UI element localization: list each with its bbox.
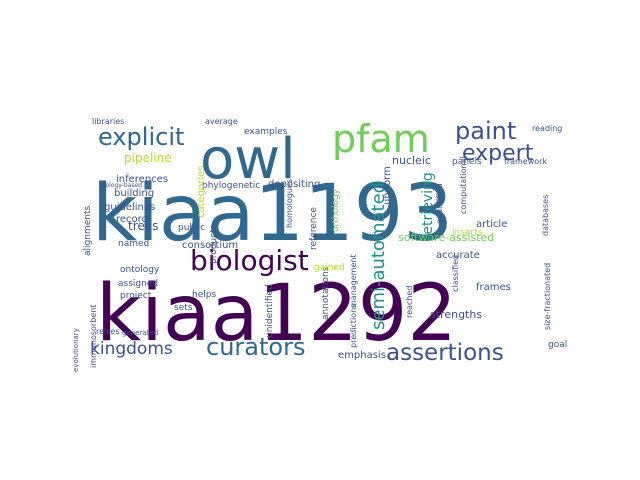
- word-article: article: [476, 219, 507, 230]
- word-classified: classified: [451, 255, 460, 292]
- word-homologues: homologues: [285, 179, 294, 228]
- word-goal: goal: [548, 340, 567, 350]
- word-consortium: consortium: [182, 240, 238, 251]
- word-phylogenetic: phylogenetic: [202, 181, 260, 191]
- word-databases: databases: [541, 195, 550, 236]
- word-paint: paint: [455, 117, 516, 145]
- word-kingdoms: kingdoms: [90, 339, 173, 359]
- word-depositing: depositing: [268, 179, 320, 190]
- word-reached: reached: [405, 286, 414, 318]
- word-emphasis: emphasis: [338, 350, 386, 361]
- word-kiaa1292: kiaa1292: [96, 269, 457, 359]
- word-explicit: explicit: [98, 123, 184, 151]
- word-expert: expert: [462, 141, 534, 166]
- word-biologist: biologist: [190, 244, 309, 277]
- word-computational: computational: [459, 156, 468, 214]
- word-reading: reading: [532, 124, 562, 133]
- word-biology-based: biology-based: [100, 182, 142, 189]
- word-curators: curators: [206, 333, 305, 361]
- word-libraries: libraries: [92, 117, 124, 126]
- word-management: management: [349, 254, 358, 308]
- word-inserts: inserts: [452, 228, 483, 238]
- word-semi-automated: semi-automated: [368, 182, 389, 330]
- word-record: record: [116, 214, 148, 225]
- word-accurate: accurate: [436, 250, 480, 261]
- word-gained: gained: [314, 263, 345, 273]
- word-average: average: [205, 117, 238, 126]
- word-ontology: ontology: [120, 265, 160, 275]
- word-software-assisted: software-assisted: [398, 231, 494, 244]
- word-reference: reference: [309, 207, 319, 250]
- word-size-fractionated: size-fractionated: [543, 263, 552, 330]
- word-assigned: assigned: [118, 279, 158, 289]
- word-project: project: [120, 291, 152, 301]
- word-retrieving: retrieving: [420, 172, 436, 240]
- word-categories: categories: [196, 166, 207, 218]
- word-pfam: pfam: [332, 117, 430, 161]
- word-evolutionary: evolutionary: [72, 328, 80, 372]
- word-framework: framework: [504, 157, 547, 166]
- word-immunosorbent: immunosorbent: [89, 305, 98, 368]
- word-kiaa1193: kiaa1193: [92, 169, 453, 259]
- word-products: products: [209, 224, 219, 264]
- word-sets: sets: [174, 303, 193, 313]
- word-alignments: alignments: [83, 206, 93, 256]
- word-predictions: predictions: [349, 304, 358, 348]
- word-strengths: strengths: [430, 308, 482, 321]
- word-building: building: [114, 188, 154, 199]
- word-named: named: [118, 239, 149, 249]
- word-frames: frames: [476, 282, 511, 293]
- word-owl: owl: [200, 127, 296, 192]
- word-nucleic: nucleic: [392, 154, 431, 167]
- word-inferences: inferences: [116, 174, 168, 185]
- word-trees: trees: [128, 219, 158, 233]
- word-uniform: uniform: [382, 166, 393, 205]
- word-guidelines: guidelines: [104, 202, 155, 213]
- word-public: public: [178, 223, 205, 233]
- cloud-background: [82, 100, 560, 370]
- word-assertions: assertions: [386, 340, 504, 366]
- word-helps: helps: [192, 290, 216, 300]
- word-annotations: annotations: [321, 266, 331, 320]
- word-generated: generated: [122, 329, 158, 337]
- word-pipeline: pipeline: [124, 151, 172, 165]
- word-panels: panels: [452, 157, 482, 167]
- word-relses: relses: [96, 327, 120, 336]
- word-unidentified: unidentified: [265, 284, 275, 338]
- word-orthology: orthology: [331, 188, 341, 232]
- word-quantified: quantified: [435, 183, 444, 224]
- word-examples: examples: [244, 127, 288, 137]
